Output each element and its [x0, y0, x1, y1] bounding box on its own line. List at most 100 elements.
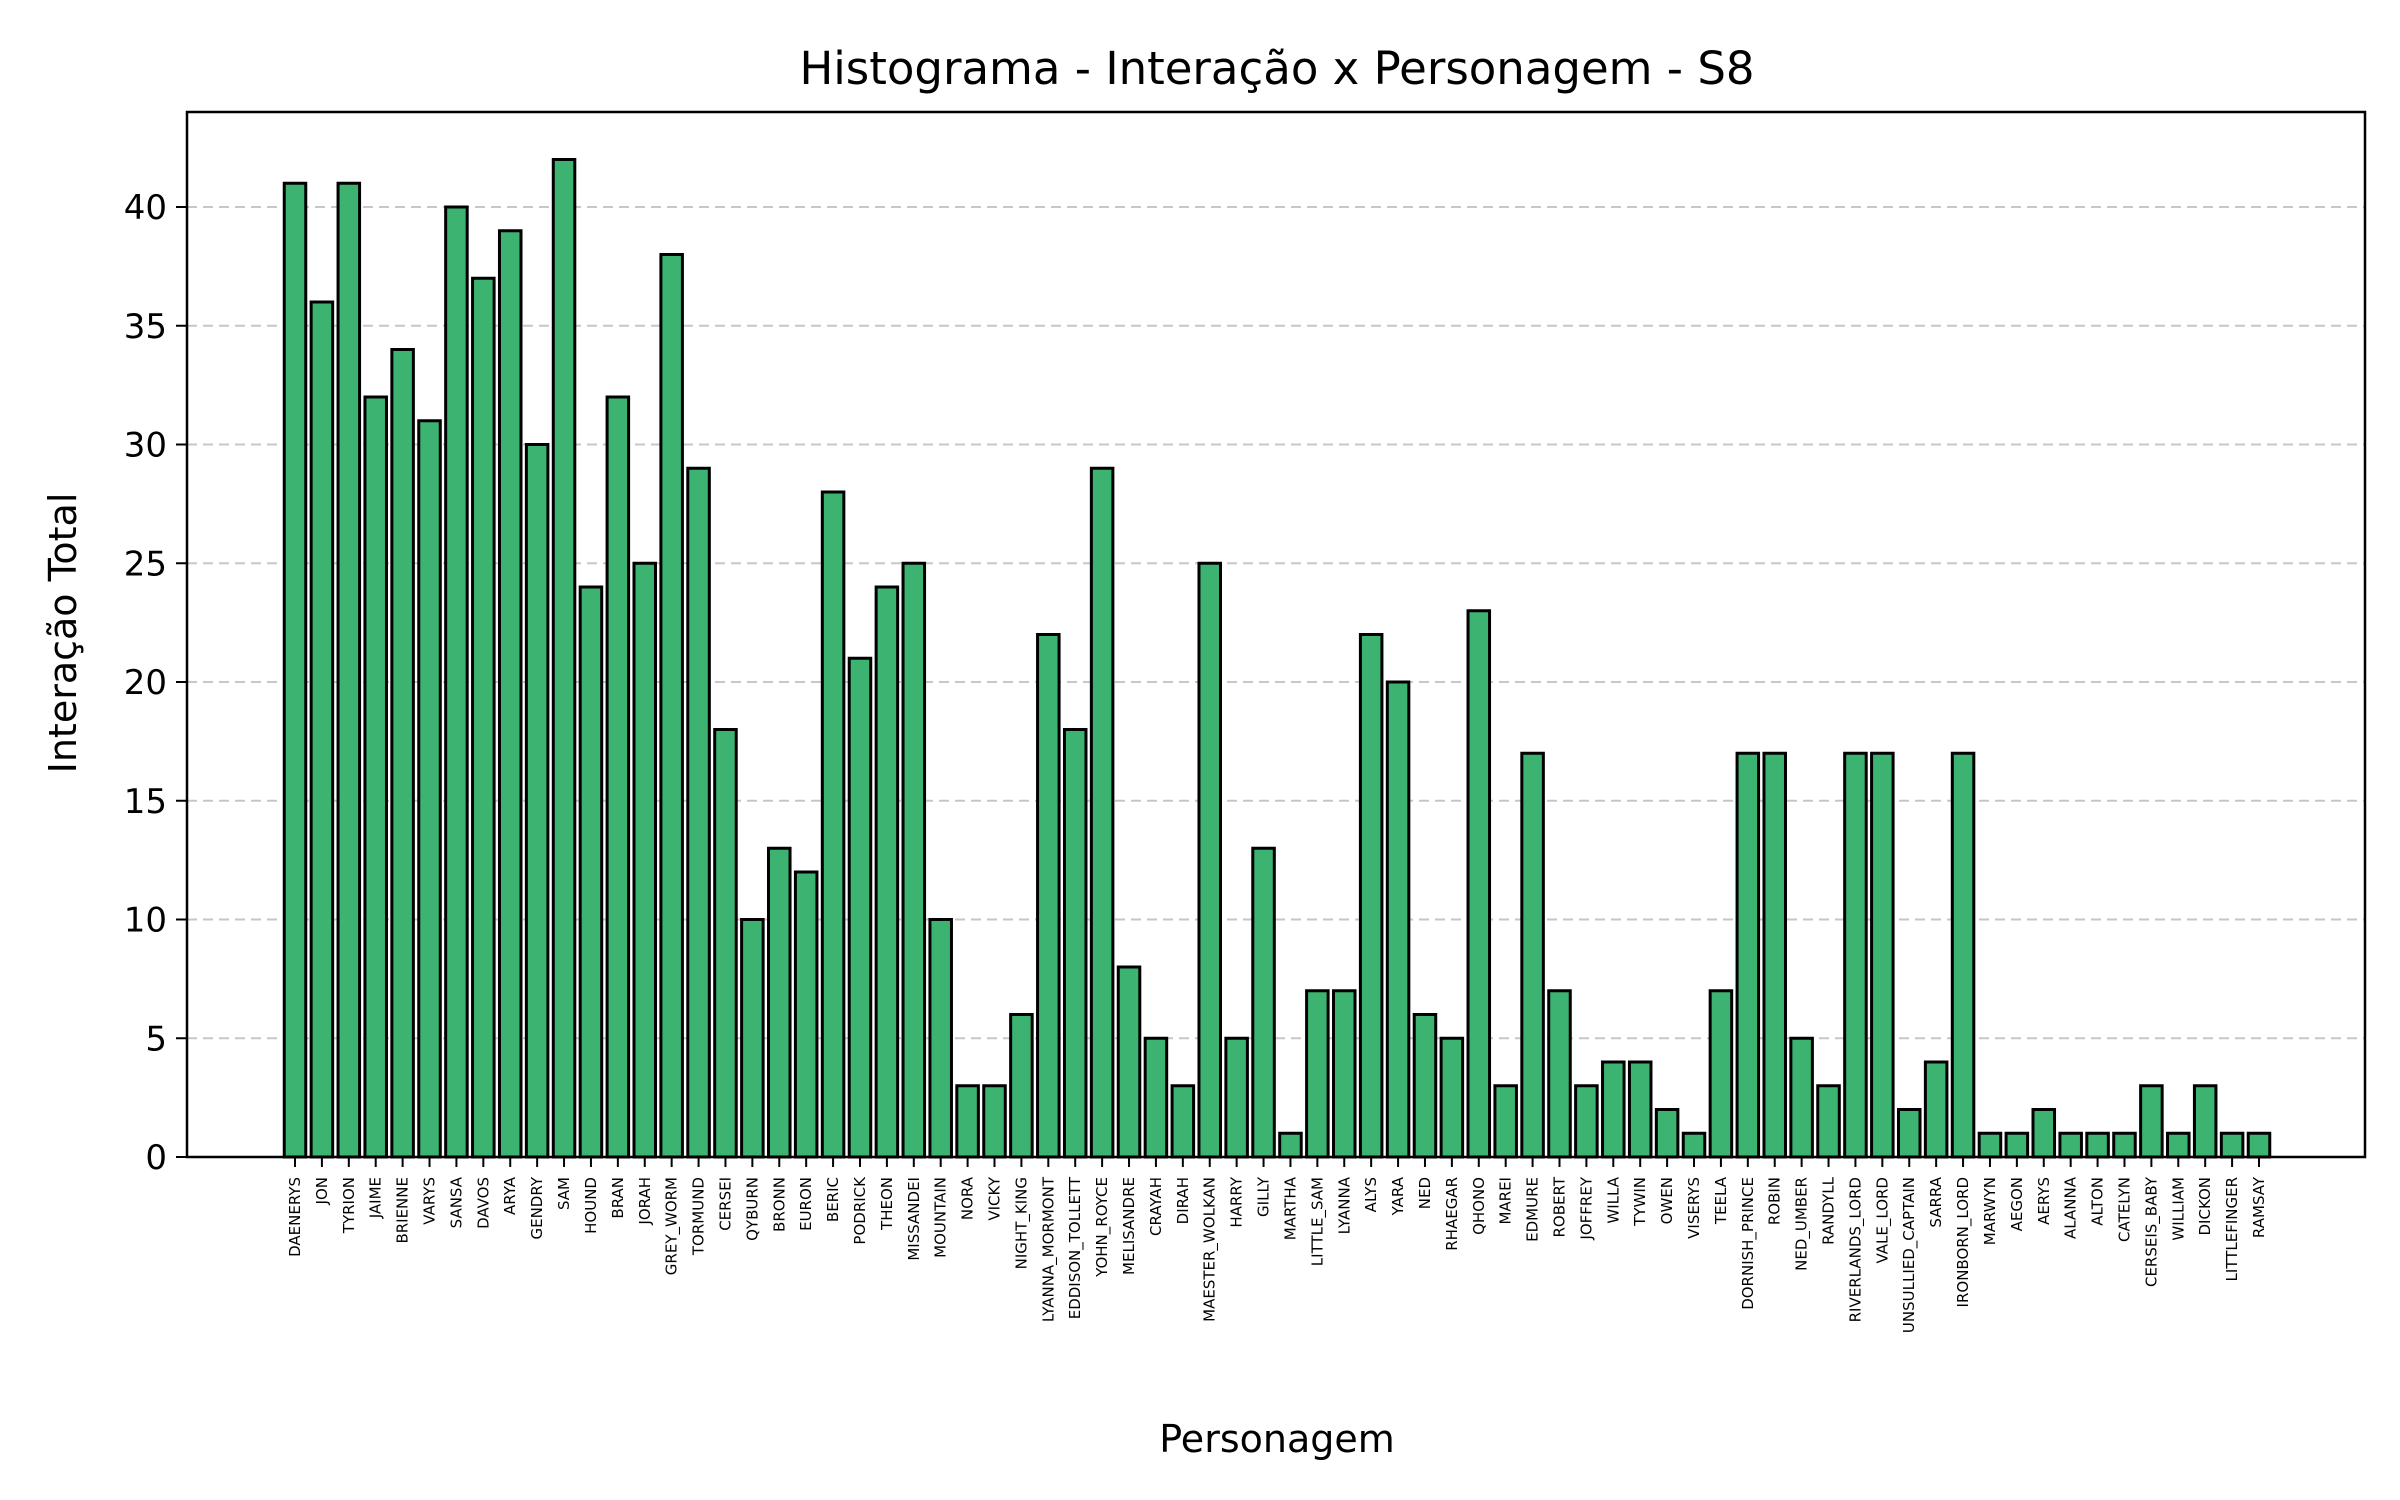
x-tick-label: JON: [313, 1177, 331, 1205]
bar-sarra: [1923, 1060, 1949, 1159]
x-axis-label: Personagem: [1159, 1417, 1395, 1461]
y-tick-label: 10: [124, 901, 167, 941]
x-tick-label: SANSA: [447, 1176, 465, 1228]
bar-varys: [417, 419, 442, 1159]
x-tick-label: LITTLE_SAM: [1308, 1177, 1327, 1266]
bar-rhaegar: [1439, 1036, 1465, 1159]
bar-grey-worm: [659, 253, 684, 1159]
bar-alanna: [2058, 1131, 2083, 1159]
x-tick-label: HOUND: [582, 1177, 600, 1234]
x-tick-label: BRIENNE: [394, 1177, 412, 1244]
x-tick-label: DIRAH: [1174, 1177, 1192, 1224]
bar-marei: [1493, 1084, 1518, 1159]
x-tick-label: VISERYS: [1685, 1177, 1703, 1239]
x-tick-label: QHONO: [1470, 1177, 1488, 1235]
bar-melisandre: [1116, 965, 1142, 1159]
x-tick-label: NORA: [959, 1176, 977, 1220]
x-tick-label: ROBERT: [1550, 1176, 1568, 1237]
bar-dornish-prince: [1735, 751, 1761, 1159]
x-tick-label: GREY_WORM: [663, 1177, 682, 1275]
bar-harry: [1224, 1036, 1249, 1159]
bar-littlefinger: [2219, 1131, 2245, 1159]
bar-hound: [578, 585, 604, 1159]
x-tick-label: OWEN: [1658, 1177, 1676, 1224]
x-axis-ticks: DAENERYS JON TYRION JAIME BRIENNE VARYS SANSA D…: [286, 1157, 2268, 1333]
bar-jon: [309, 300, 335, 1159]
bar-ramsay: [2246, 1131, 2272, 1159]
x-tick-label: EURON: [797, 1177, 815, 1231]
y-axis-label: Interação Total: [41, 493, 85, 774]
plot-frame: [185, 110, 2367, 1159]
x-tick-label: CATELYN: [2115, 1177, 2133, 1242]
x-tick-label: ARYA: [501, 1176, 519, 1215]
y-tick-label: 5: [145, 1019, 167, 1059]
x-tick-label: RANDYLL: [1820, 1176, 1838, 1245]
x-tick-label: TYRION: [340, 1177, 358, 1234]
x-tick-label: JAIME: [367, 1177, 385, 1219]
bar-cerseis-baby: [2139, 1084, 2164, 1159]
x-tick-label: NIGHT_KING: [1012, 1177, 1031, 1269]
bar-qhono: [1466, 609, 1492, 1159]
bar-robert: [1547, 989, 1572, 1159]
bar-sam: [551, 158, 577, 1159]
x-tick-label: JOFFREY: [1577, 1176, 1595, 1240]
x-tick-label: YARA: [1389, 1176, 1407, 1216]
x-tick-label: HARRY: [1228, 1176, 1246, 1227]
x-tick-label: VICKY: [986, 1176, 1004, 1220]
bar-lyanna-mormont: [1036, 633, 1061, 1159]
x-tick-label: WILLA: [1604, 1176, 1622, 1223]
bar-ned: [1412, 1013, 1438, 1159]
bar-vicky: [982, 1084, 1007, 1159]
x-tick-label: AERYS: [2035, 1177, 2053, 1225]
bar-joffrey: [1574, 1084, 1599, 1159]
x-tick-label: RHAEGAR: [1443, 1177, 1461, 1251]
bar-vale-lord: [1870, 751, 1895, 1159]
x-tick-label: RIVERLANDS_LORD: [1846, 1177, 1865, 1322]
bar-maester-wolkan: [1197, 561, 1223, 1159]
y-axis-ticks: 0 5 10 15 20 25 30 35 40: [124, 188, 187, 1178]
bar-teela: [1708, 989, 1734, 1159]
x-tick-label: DAENERYS: [286, 1177, 304, 1257]
x-tick-label: DICKON: [2196, 1177, 2214, 1236]
bars: [282, 158, 2272, 1159]
x-tick-label: UNSULLIED_CAPTAIN: [1900, 1177, 1919, 1333]
x-tick-label: PODRICK: [851, 1176, 869, 1245]
x-tick-label: SARRA: [1927, 1176, 1945, 1227]
bar-missandei: [901, 561, 927, 1159]
bar-yara: [1385, 680, 1411, 1159]
x-tick-label: MAREI: [1497, 1177, 1515, 1225]
x-tick-label: YOHN_ROYCE: [1093, 1177, 1112, 1278]
x-tick-label: JORAH: [636, 1177, 654, 1226]
x-tick-label: MOUNTAIN: [932, 1177, 950, 1258]
x-tick-label: GILLY: [1255, 1176, 1273, 1217]
bar-william: [2166, 1131, 2191, 1159]
x-tick-label: MISSANDEI: [905, 1177, 923, 1261]
bar-dickon: [2192, 1084, 2218, 1159]
x-tick-label: DAVOS: [474, 1177, 492, 1229]
x-tick-label: IRONBORN_LORD: [1954, 1177, 1973, 1307]
y-tick-label: 40: [124, 188, 167, 228]
x-tick-label: NED: [1416, 1177, 1434, 1209]
bar-nora: [955, 1084, 980, 1159]
x-tick-label: LITTLEFINGER: [2223, 1177, 2241, 1281]
x-tick-label: DORNISH_PRINCE: [1739, 1177, 1758, 1310]
x-tick-label: CERSEI: [716, 1177, 734, 1231]
y-tick-label: 0: [145, 1138, 167, 1178]
bar-edmure: [1520, 751, 1545, 1159]
bar-owen: [1654, 1108, 1680, 1159]
x-tick-label: TEELA: [1712, 1176, 1730, 1225]
bar-daenerys: [282, 181, 308, 1159]
y-tick-label: 20: [124, 663, 167, 703]
bar-gilly: [1251, 846, 1276, 1159]
bar-cersei: [713, 728, 738, 1159]
x-tick-label: THEON: [878, 1177, 896, 1231]
bar-mountain: [928, 918, 953, 1159]
bar-bran: [605, 395, 631, 1159]
x-tick-label: MELISANDRE: [1120, 1177, 1138, 1275]
bar-jorah: [632, 561, 658, 1159]
bar-unsullied-captain: [1896, 1108, 1922, 1159]
bar-arya: [497, 229, 523, 1159]
bar-yohn-royce: [1089, 466, 1115, 1159]
